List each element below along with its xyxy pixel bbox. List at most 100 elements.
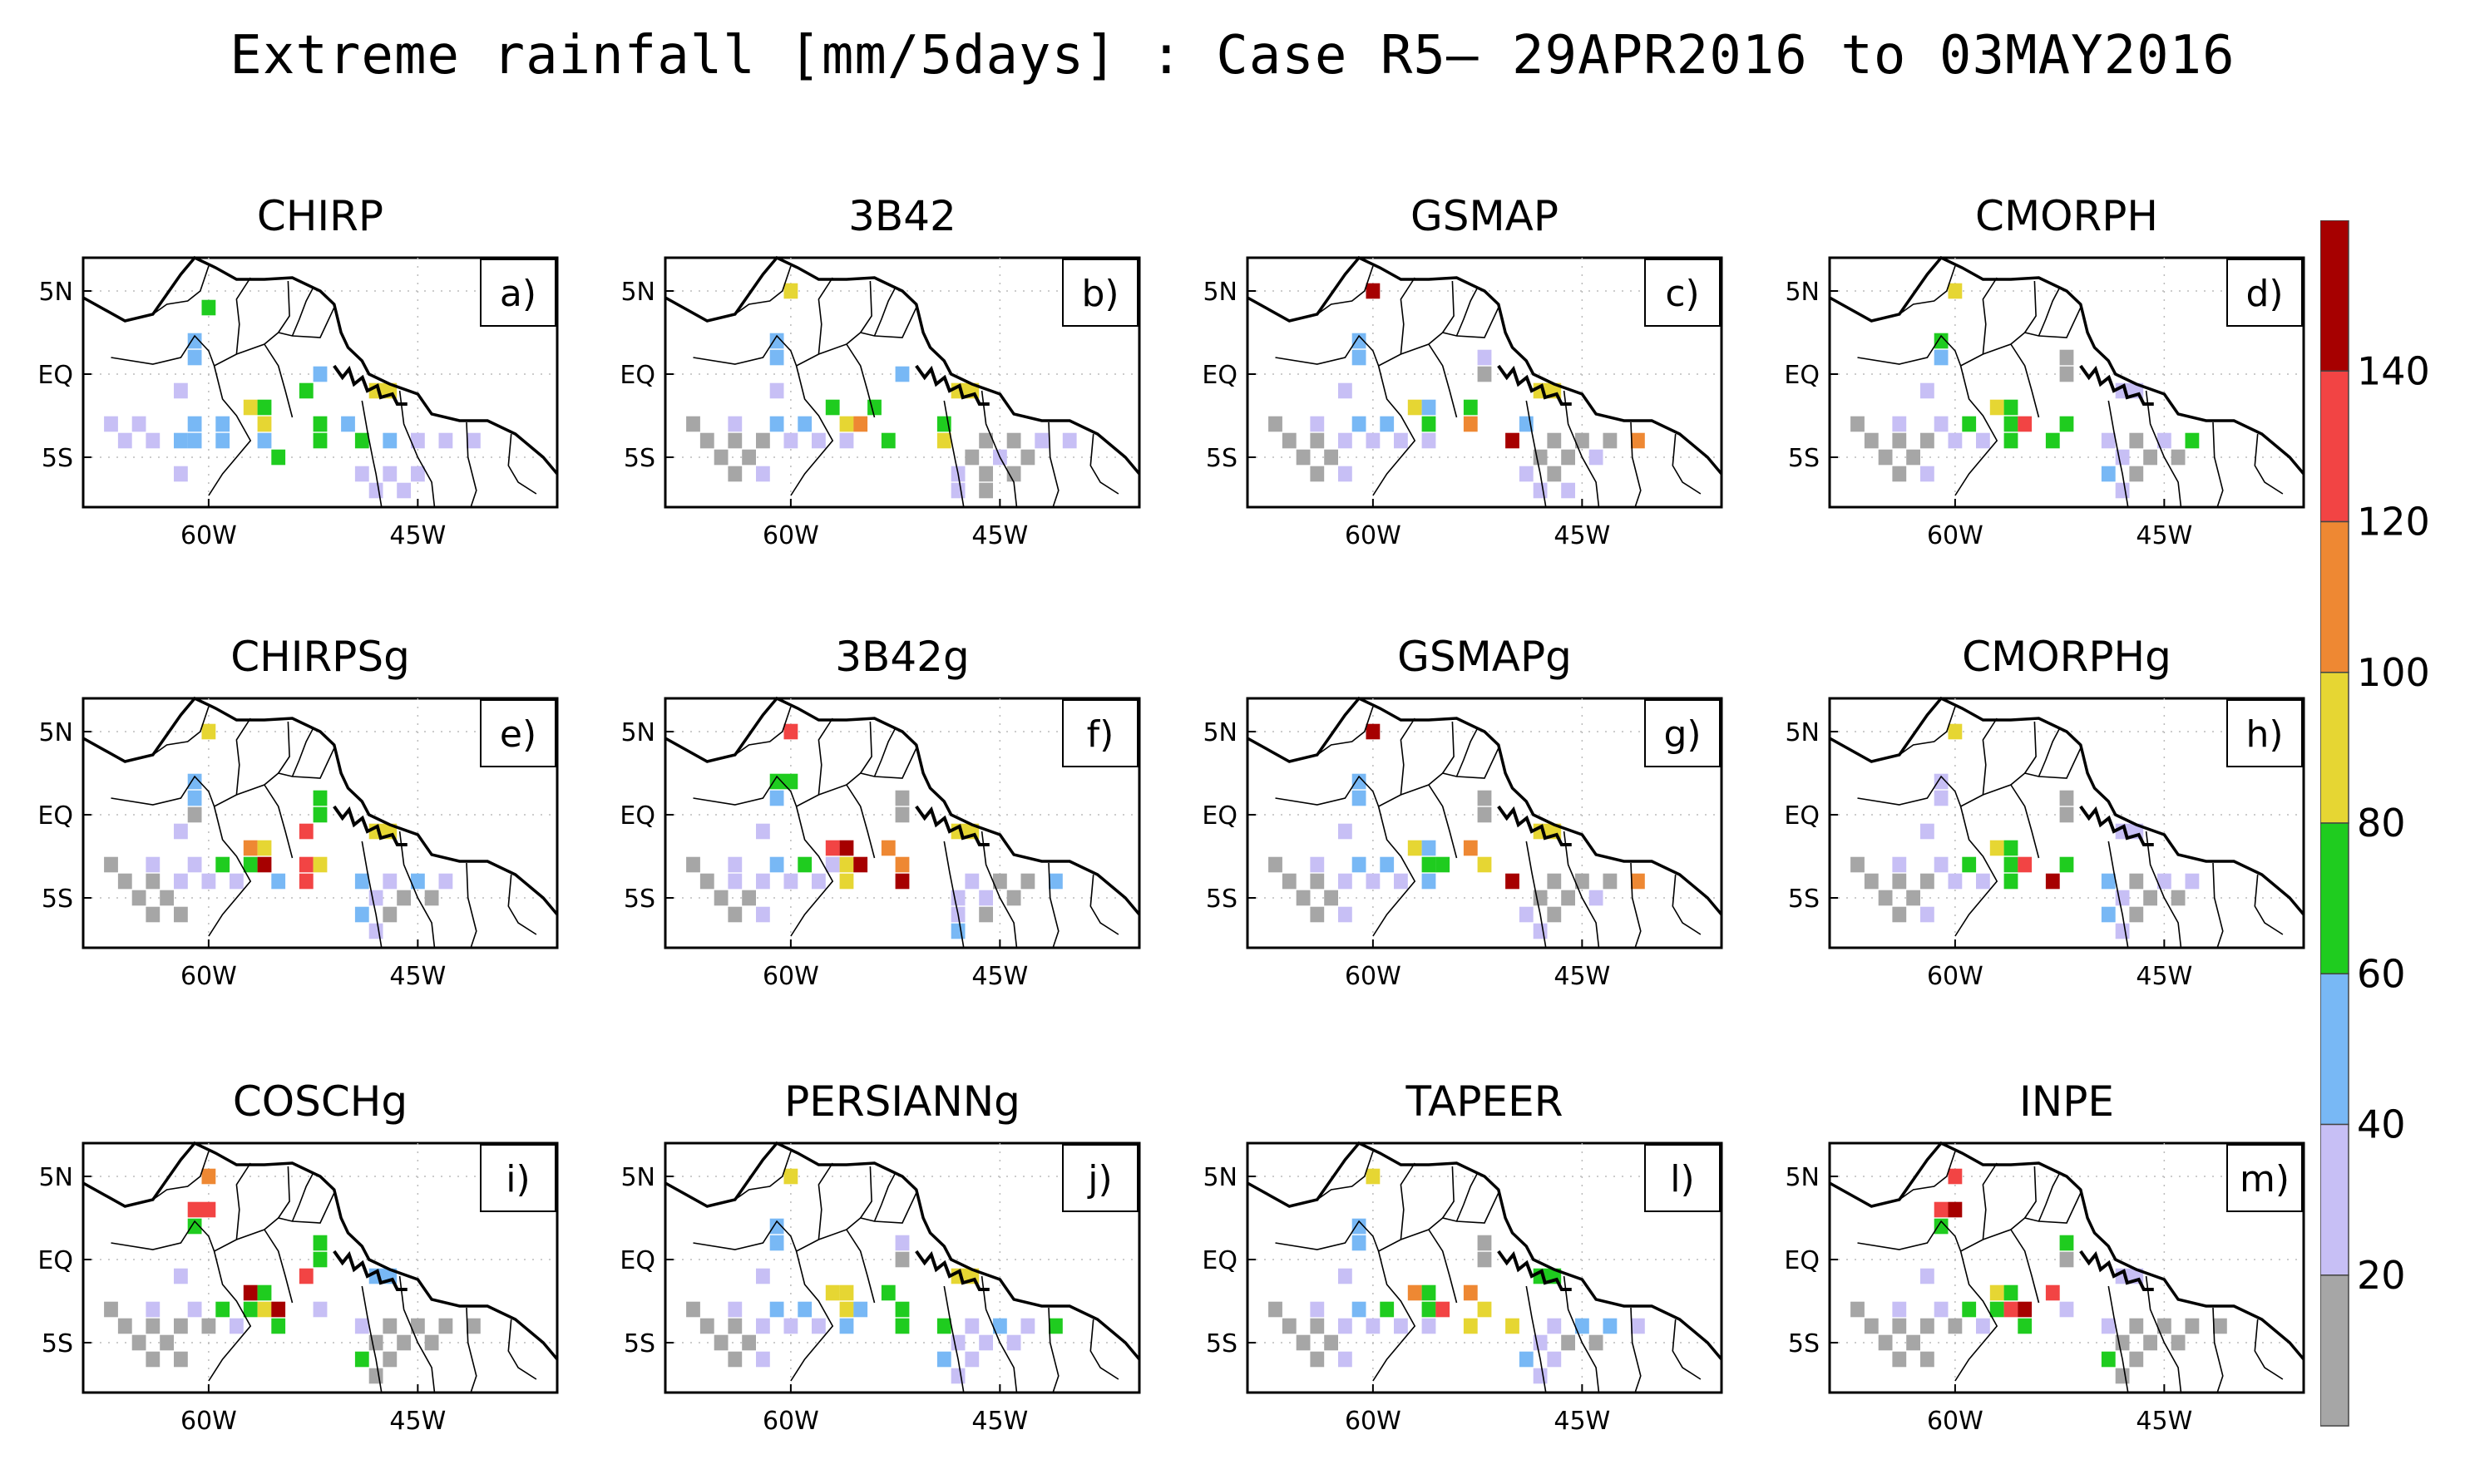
panel-letter-box bbox=[1062, 259, 1139, 327]
data-cell bbox=[2157, 873, 2171, 890]
data-cell bbox=[1310, 1351, 1325, 1368]
data-cell bbox=[187, 790, 202, 806]
border-line bbox=[1400, 717, 1415, 796]
coastline bbox=[664, 696, 1141, 916]
border-line bbox=[818, 717, 833, 796]
data-cell bbox=[1421, 873, 1436, 890]
border-line bbox=[1525, 841, 1547, 949]
data-cell bbox=[257, 399, 272, 416]
border-line bbox=[1372, 365, 1416, 496]
border-line bbox=[943, 1285, 965, 1393]
data-cell bbox=[174, 1318, 188, 1334]
data-cell bbox=[1435, 1301, 1450, 1318]
lat-tick-label: 5S bbox=[42, 444, 73, 473]
estuary-coast bbox=[1497, 364, 1572, 406]
data-cell bbox=[1006, 432, 1021, 449]
data-cell bbox=[1533, 1334, 1548, 1351]
data-cell bbox=[756, 873, 770, 890]
data-cell bbox=[1296, 890, 1311, 906]
data-cell bbox=[187, 1301, 202, 1318]
border-line bbox=[1372, 1250, 1416, 1382]
data-cell bbox=[1282, 873, 1297, 890]
data-cell bbox=[1519, 466, 1534, 482]
data-cell bbox=[769, 1235, 784, 1251]
data-cell bbox=[2003, 873, 2018, 890]
data-cell bbox=[2101, 873, 2116, 890]
data-cell bbox=[951, 890, 966, 906]
data-cell bbox=[686, 416, 700, 432]
data-cell bbox=[1920, 1318, 1934, 1334]
data-cell bbox=[1547, 432, 1562, 449]
data-cell bbox=[1533, 890, 1548, 906]
border-line bbox=[1372, 806, 1416, 937]
estuary-coast bbox=[2079, 364, 2154, 406]
panel-title: 3B42 bbox=[848, 192, 956, 240]
data-cell bbox=[146, 1318, 161, 1334]
data-cell bbox=[936, 1318, 951, 1334]
data-cell bbox=[1948, 432, 1963, 449]
data-cell bbox=[1421, 416, 1436, 432]
data-cell bbox=[1338, 873, 1352, 890]
data-cell bbox=[2129, 432, 2144, 449]
border-line bbox=[1048, 862, 1060, 949]
data-cell bbox=[812, 873, 826, 890]
data-cell bbox=[2018, 856, 2033, 873]
data-cell bbox=[354, 873, 369, 890]
border-line bbox=[873, 1172, 897, 1222]
estuary-coast bbox=[2079, 1250, 2154, 1291]
data-cell bbox=[1892, 466, 1907, 482]
data-cell bbox=[839, 432, 854, 449]
data-cell bbox=[1906, 890, 1920, 906]
panel-title: TAPEER bbox=[1405, 1077, 1563, 1126]
data-cell bbox=[895, 806, 910, 823]
data-cell bbox=[2059, 416, 2074, 432]
data-cell bbox=[798, 856, 813, 873]
border-line bbox=[466, 422, 477, 508]
border-line bbox=[2254, 433, 2284, 495]
data-cell bbox=[1892, 856, 1907, 873]
data-cell bbox=[825, 1284, 840, 1301]
colorbar-tick-label: 140 bbox=[2357, 348, 2430, 393]
panel-map: 5N EQ 5S 60W 45W d) bbox=[1784, 255, 2305, 550]
data-cell bbox=[397, 890, 411, 906]
data-cell bbox=[1864, 873, 1879, 890]
data-cell bbox=[174, 1351, 188, 1368]
data-cell bbox=[1934, 856, 1949, 873]
data-cell bbox=[438, 432, 453, 449]
data-cell bbox=[895, 1251, 910, 1268]
colorbar-tick-label: 120 bbox=[2357, 500, 2430, 545]
border-line bbox=[1428, 1229, 1458, 1304]
data-cell bbox=[104, 856, 118, 873]
data-cell bbox=[146, 856, 161, 873]
data-cell bbox=[1338, 466, 1352, 482]
panel-coschg: COSCHg 5N EQ 5S 60W 45W i) bbox=[0, 1077, 559, 1436]
data-cell bbox=[936, 432, 951, 449]
data-cell bbox=[825, 399, 840, 416]
data-cell bbox=[1324, 1334, 1338, 1351]
data-cell bbox=[769, 349, 784, 366]
panel-letter: c) bbox=[1665, 273, 1699, 315]
data-cell bbox=[2171, 890, 2186, 906]
panel-map: 5N EQ 5S 60W 45W g) bbox=[1202, 696, 1723, 991]
data-cell bbox=[383, 432, 398, 449]
data-cell bbox=[397, 482, 411, 499]
lat-tick-label: EQ bbox=[620, 361, 655, 390]
data-cell bbox=[1989, 1284, 2004, 1301]
border-line bbox=[2145, 1275, 2182, 1393]
data-cell bbox=[2115, 1368, 2130, 1384]
data-cell bbox=[187, 349, 202, 366]
data-cell bbox=[1603, 432, 1618, 449]
data-cell bbox=[146, 1351, 161, 1368]
data-cell bbox=[299, 873, 314, 890]
data-cell bbox=[271, 1318, 286, 1334]
panel-chirpsg: CHIRPSg 5N EQ 5S 60W 45W e) bbox=[0, 632, 559, 991]
border-line bbox=[1630, 422, 1642, 508]
lon-tick-label: 45W bbox=[1554, 962, 1610, 991]
data-cell bbox=[2003, 432, 2018, 449]
data-cell bbox=[1920, 823, 1934, 840]
panel-letter-box bbox=[1062, 1144, 1139, 1212]
data-cell bbox=[146, 873, 161, 890]
data-cell bbox=[1575, 873, 1589, 890]
data-cell bbox=[1850, 416, 1865, 432]
data-cell bbox=[187, 432, 202, 449]
